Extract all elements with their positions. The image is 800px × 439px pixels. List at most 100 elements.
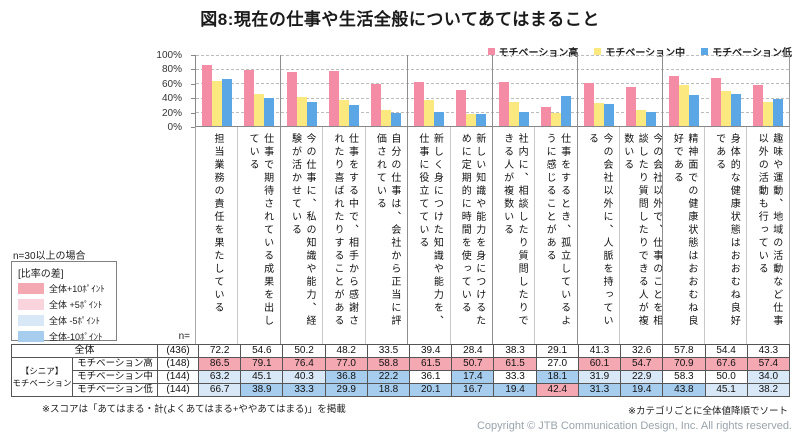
cell-r1-c7: 50.7: [451, 357, 495, 371]
legend-item-motivation-low: モチベーション低: [701, 44, 792, 59]
cell-r2-c12: 58.3: [662, 370, 706, 384]
bar-series3-cat11: [646, 112, 656, 126]
bar-group-11: [620, 55, 663, 126]
category-label-12: 精神面での健康状態はおおむね良好である: [671, 133, 697, 328]
cell-r2-c1: 63.2: [198, 370, 242, 384]
bar-series2-cat13: [721, 90, 731, 126]
cell-r0-c4: 48.2: [324, 344, 368, 358]
legend-swatch-low-icon: [701, 48, 709, 55]
table-row-3: モチベーション低 (144) 66.7 38.9 33.3 29.9 18.8 20.1 16.…: [12, 383, 791, 397]
bar-group-2: [238, 55, 281, 126]
cell-r0-c3: 50.2: [282, 344, 326, 358]
row-label-3: モチベーション低: [72, 383, 159, 397]
y-tickmark-20: [191, 112, 195, 114]
diff-legend: [比率の差] 全体+10ﾎﾟｲﾝﾄ 全体 +5ﾎﾟｲﾝﾄ 全体 -5ﾎﾟｲﾝﾄ …: [11, 261, 117, 342]
cell-r1-c5: 58.8: [366, 357, 411, 371]
cell-r2-c13: 50.0: [704, 370, 748, 384]
cell-r1-c12: 70.9: [662, 357, 706, 371]
bar-series2-cat11: [636, 109, 646, 126]
cell-r3-c13: 45.1: [704, 383, 748, 397]
bar-series2-cat6: [424, 100, 434, 126]
cell-r3-c3: 33.3: [282, 383, 326, 397]
cell-r2-c7: 17.4: [451, 370, 495, 384]
bar-group-5: [365, 55, 408, 126]
row-n-3: (144): [157, 383, 200, 397]
bar-series2-cat12: [679, 84, 689, 126]
cell-r3-c6: 20.1: [409, 383, 453, 397]
cell-r0-c11: 32.6: [620, 344, 664, 358]
cell-r3-c11: 19.4: [620, 383, 664, 397]
bar-series3-cat7: [476, 114, 486, 126]
cell-r0-c13: 54.4: [704, 344, 748, 358]
bar-series2-cat5: [381, 110, 391, 126]
bar-group-4: [323, 55, 365, 126]
page-title: 図8:現在の仕事や生活全般についてあてはまること: [200, 10, 600, 29]
category-label-10: 今の会社以外に、人脈を持っている: [586, 133, 613, 328]
row-label-1: モチベーション高: [72, 357, 159, 371]
category-label-14: 趣味や運動、地域の活動など仕事以外の活動も行っている: [756, 133, 782, 328]
cell-r2-c8: 33.3: [493, 370, 537, 384]
cell-r3-c1: 66.7: [198, 383, 242, 397]
bar-series1-cat7: [456, 90, 466, 126]
category-label-cell-6: 新しく身につけた知識や能力を、仕事に役立てている: [408, 127, 451, 344]
table-group-label: 【シニア】 モチベーション: [10, 357, 74, 397]
legend-swatch-high-icon: [487, 48, 495, 55]
legend-label-low: モチベーション低: [712, 48, 792, 59]
diff-label-plus10: 全体+10ﾎﾟｲﾝﾄ: [49, 284, 105, 294]
table-row-2: モチベーション中 (144) 63.2 45.1 40.3 36.8 22.2 36.1 17.…: [12, 370, 791, 384]
bar-series3-cat6: [434, 111, 444, 126]
bar-group-9: [535, 55, 578, 126]
bar-series2-cat7: [466, 113, 476, 126]
diff-swatch-minus10-icon: [18, 331, 44, 342]
cell-r1-c4: 77.0: [324, 357, 368, 371]
bar-group-1: [196, 55, 238, 126]
cell-r0-c1: 72.2: [198, 344, 242, 358]
cell-r2-c14: 34.0: [746, 370, 791, 384]
bar-series1-cat13: [711, 78, 721, 126]
bar-series3-cat8: [519, 112, 529, 126]
diff-legend-item-minus5: 全体 -5ﾎﾟｲﾝﾄ: [18, 314, 110, 327]
diff-legend-item-plus10: 全体+10ﾎﾟｲﾝﾄ: [18, 282, 110, 295]
bar-series2-cat8: [509, 102, 519, 126]
category-label-3: 今の仕事に、私の知識や能力、経験が活かせている: [289, 133, 316, 328]
cell-r2-c3: 40.3: [282, 370, 326, 384]
y-tickmark-0: [191, 127, 195, 128]
cell-r3-c4: 29.9: [324, 383, 368, 397]
bar-series3-cat14: [773, 98, 783, 126]
y-axis-labels: 100% 80% 60% 40% 20% 0%: [148, 50, 190, 133]
bar-series2-cat4: [339, 99, 349, 126]
category-label-cell-5: 自分の仕事は、会社から正当に評価されている: [366, 127, 409, 344]
cell-r2-c10: 31.9: [577, 370, 622, 384]
footnote-sort: ※カテゴリごとに全体値降順でソート: [628, 406, 788, 417]
cell-r0-c6: 39.4: [409, 344, 453, 358]
legend-swatch-mid-icon: [594, 48, 602, 55]
series-legend: モチベーション高 モチベーション中 モチベーション低: [487, 44, 792, 59]
cell-r2-c2: 45.1: [240, 370, 284, 384]
bar-series1-cat14: [753, 85, 763, 126]
bar-series3-cat3: [307, 102, 317, 126]
cell-r0-c8: 38.3: [493, 344, 537, 358]
cell-r1-c8: 61.5: [493, 357, 537, 371]
row-n-2: (144): [157, 370, 200, 384]
cell-r3-c2: 38.9: [240, 383, 284, 397]
bar-series2-cat9: [551, 113, 561, 126]
cell-r3-c7: 16.7: [451, 383, 495, 397]
category-label-cell-4: 仕事をする中で、相手から感謝されたり喜ばれたりすることがある: [323, 127, 366, 344]
bar-group-12: [663, 55, 705, 126]
table-row-1: 【シニア】 モチベーション モチベーション高 (148) 86.5 79.1 76.4 77.…: [10, 357, 791, 397]
cell-r1-c9: 27.0: [535, 357, 579, 371]
n30-note: n=30以上の場合: [13, 251, 86, 262]
bar-series3-cat2: [264, 98, 274, 126]
diff-swatch-plus10-icon: [18, 283, 44, 294]
bar-group-14: [747, 55, 789, 126]
bar-group-6: [408, 55, 450, 126]
category-label-cell-8: 社内に、相談したり質問したりできる人が複数いる: [493, 127, 536, 344]
category-labels: 担当業務の責任を果たしている 仕事で期待されている成果を出している 今の仕事に、私の…: [195, 127, 790, 344]
bar-series1-cat2: [244, 69, 254, 126]
cell-r3-c12: 43.8: [662, 383, 706, 397]
diff-label-minus5: 全体 -5ﾎﾟｲﾝﾄ: [49, 316, 101, 326]
cell-r0-c5: 33.5: [366, 344, 411, 358]
copyright-text: Copyright © JTB Communication Design, In…: [476, 420, 792, 432]
bar-series1-cat9: [541, 106, 551, 126]
